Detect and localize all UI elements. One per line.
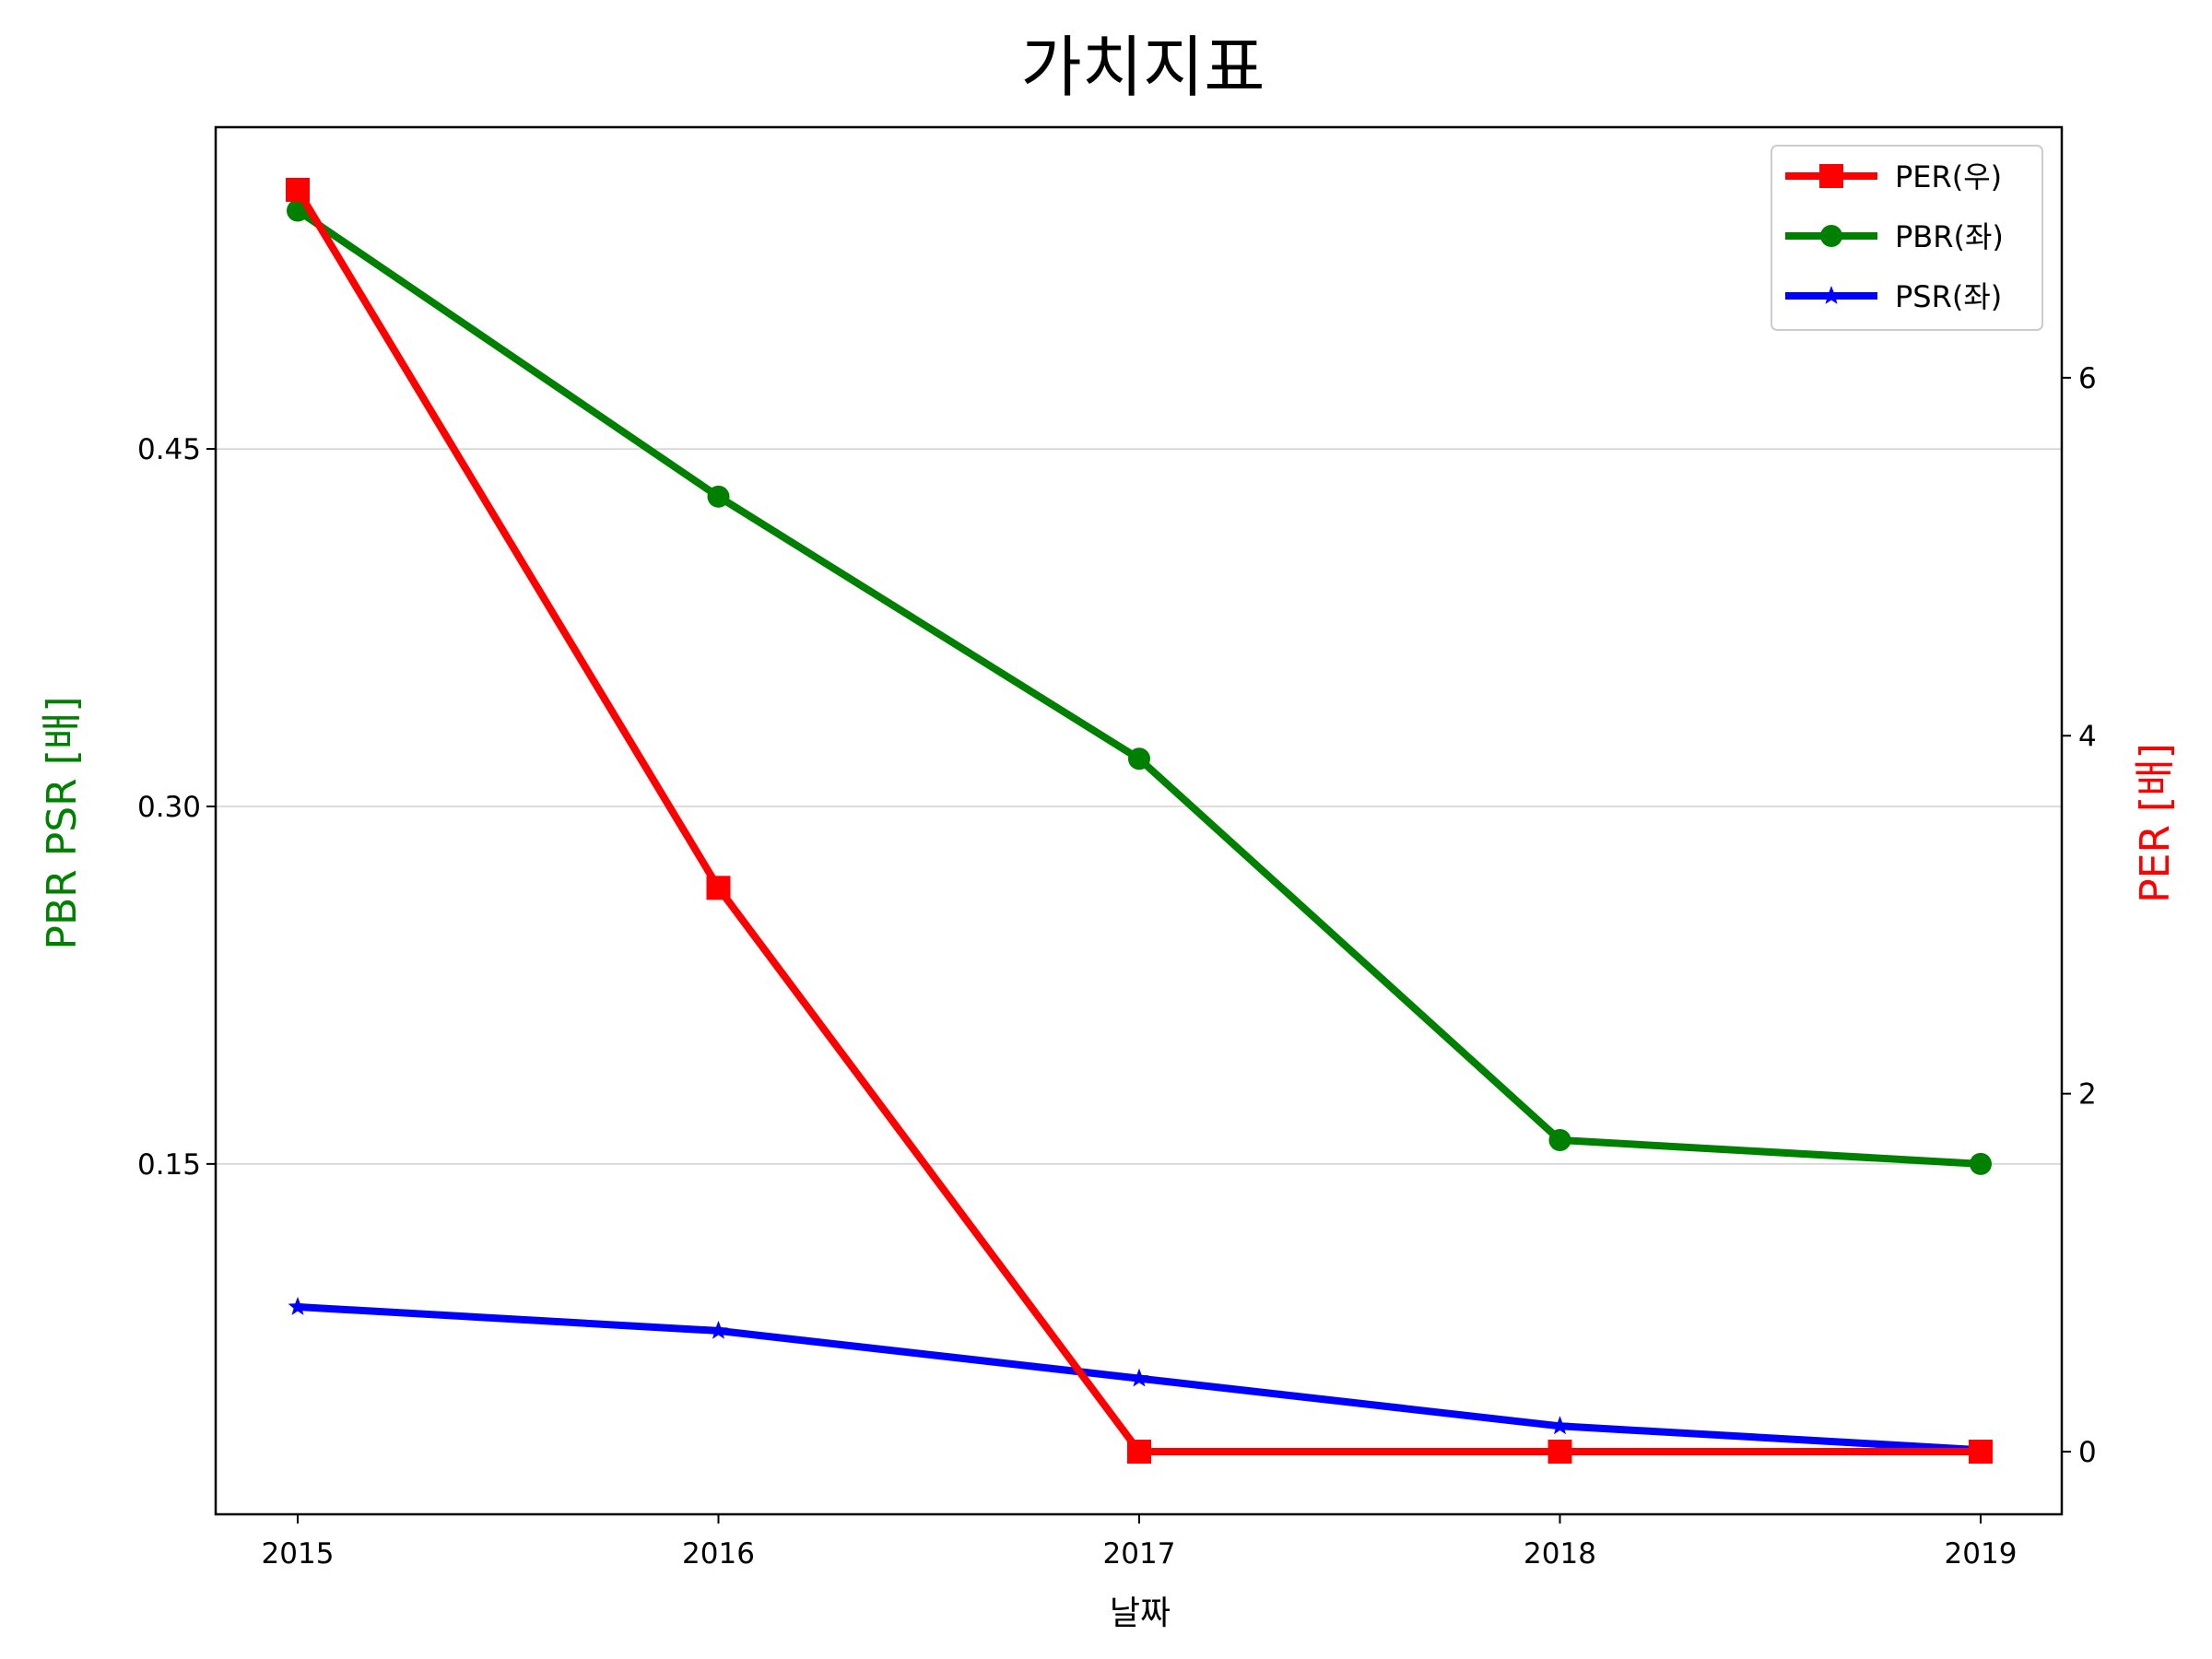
y-left-tick-label: 0.15 — [137, 1148, 201, 1182]
y-left-tick-label: 0.30 — [137, 791, 201, 824]
per-data-point — [286, 177, 310, 202]
x-tick-label: 2018 — [1524, 1537, 1596, 1571]
legend-box — [1771, 145, 2043, 331]
psr-data-point — [1550, 1416, 1570, 1435]
y-axis-label-right: PER [배] — [2132, 743, 2179, 903]
pbr-data-point — [1128, 747, 1150, 771]
y-right-tick-label: 2 — [2078, 1078, 2097, 1112]
y-axis-label-left: PBR PSR [배] — [39, 696, 86, 949]
per-legend-marker — [1819, 164, 1843, 188]
y-right-tick-label: 6 — [2078, 362, 2097, 395]
pbr-series-line — [295, 207, 1982, 1168]
psr-data-point — [1129, 1368, 1149, 1387]
x-axis-label: 날짜 — [1110, 1594, 1171, 1632]
grid-lines — [216, 448, 2062, 1165]
per-data-point — [706, 876, 731, 900]
chart-title: 가치지표 — [1021, 29, 1265, 106]
x-tick-label: 2016 — [682, 1537, 755, 1571]
pbr-data-point — [707, 485, 730, 508]
per-data-point — [1127, 1440, 1151, 1465]
y-right-tick-label: 4 — [2078, 720, 2097, 753]
pbr-data-point — [1548, 1129, 1571, 1152]
plot-series — [286, 177, 1993, 1465]
pbr-data-point — [1970, 1152, 1992, 1175]
pbr-legend-marker — [1820, 225, 1842, 247]
y-left-tick-label: 0.45 — [137, 433, 201, 466]
x-tick-label: 2015 — [262, 1537, 335, 1571]
psr-data-point — [288, 1297, 308, 1315]
per-data-point — [1547, 1440, 1572, 1465]
legend: PER(우) PBR(좌) PSR(좌) — [1771, 145, 2043, 331]
legend-label: PBR(좌) — [1895, 219, 2004, 254]
legend-label: PSR(좌) — [1895, 279, 2002, 314]
psr-legend-marker — [1821, 286, 1841, 304]
y-right-tick-label: 0 — [2078, 1436, 2097, 1469]
legend-label: PER(우) — [1895, 159, 2002, 194]
psr-data-point — [709, 1320, 728, 1339]
plot-frame — [214, 125, 2064, 1516]
x-tick-label: 2019 — [1945, 1537, 2018, 1571]
x-tick-label: 2017 — [1103, 1537, 1176, 1571]
axis-ticks: 0.15 0.30 0.45 0 2 4 6 2015 2016 2017 2018 2019 — [137, 362, 2097, 1571]
per-data-point — [1969, 1440, 1993, 1465]
